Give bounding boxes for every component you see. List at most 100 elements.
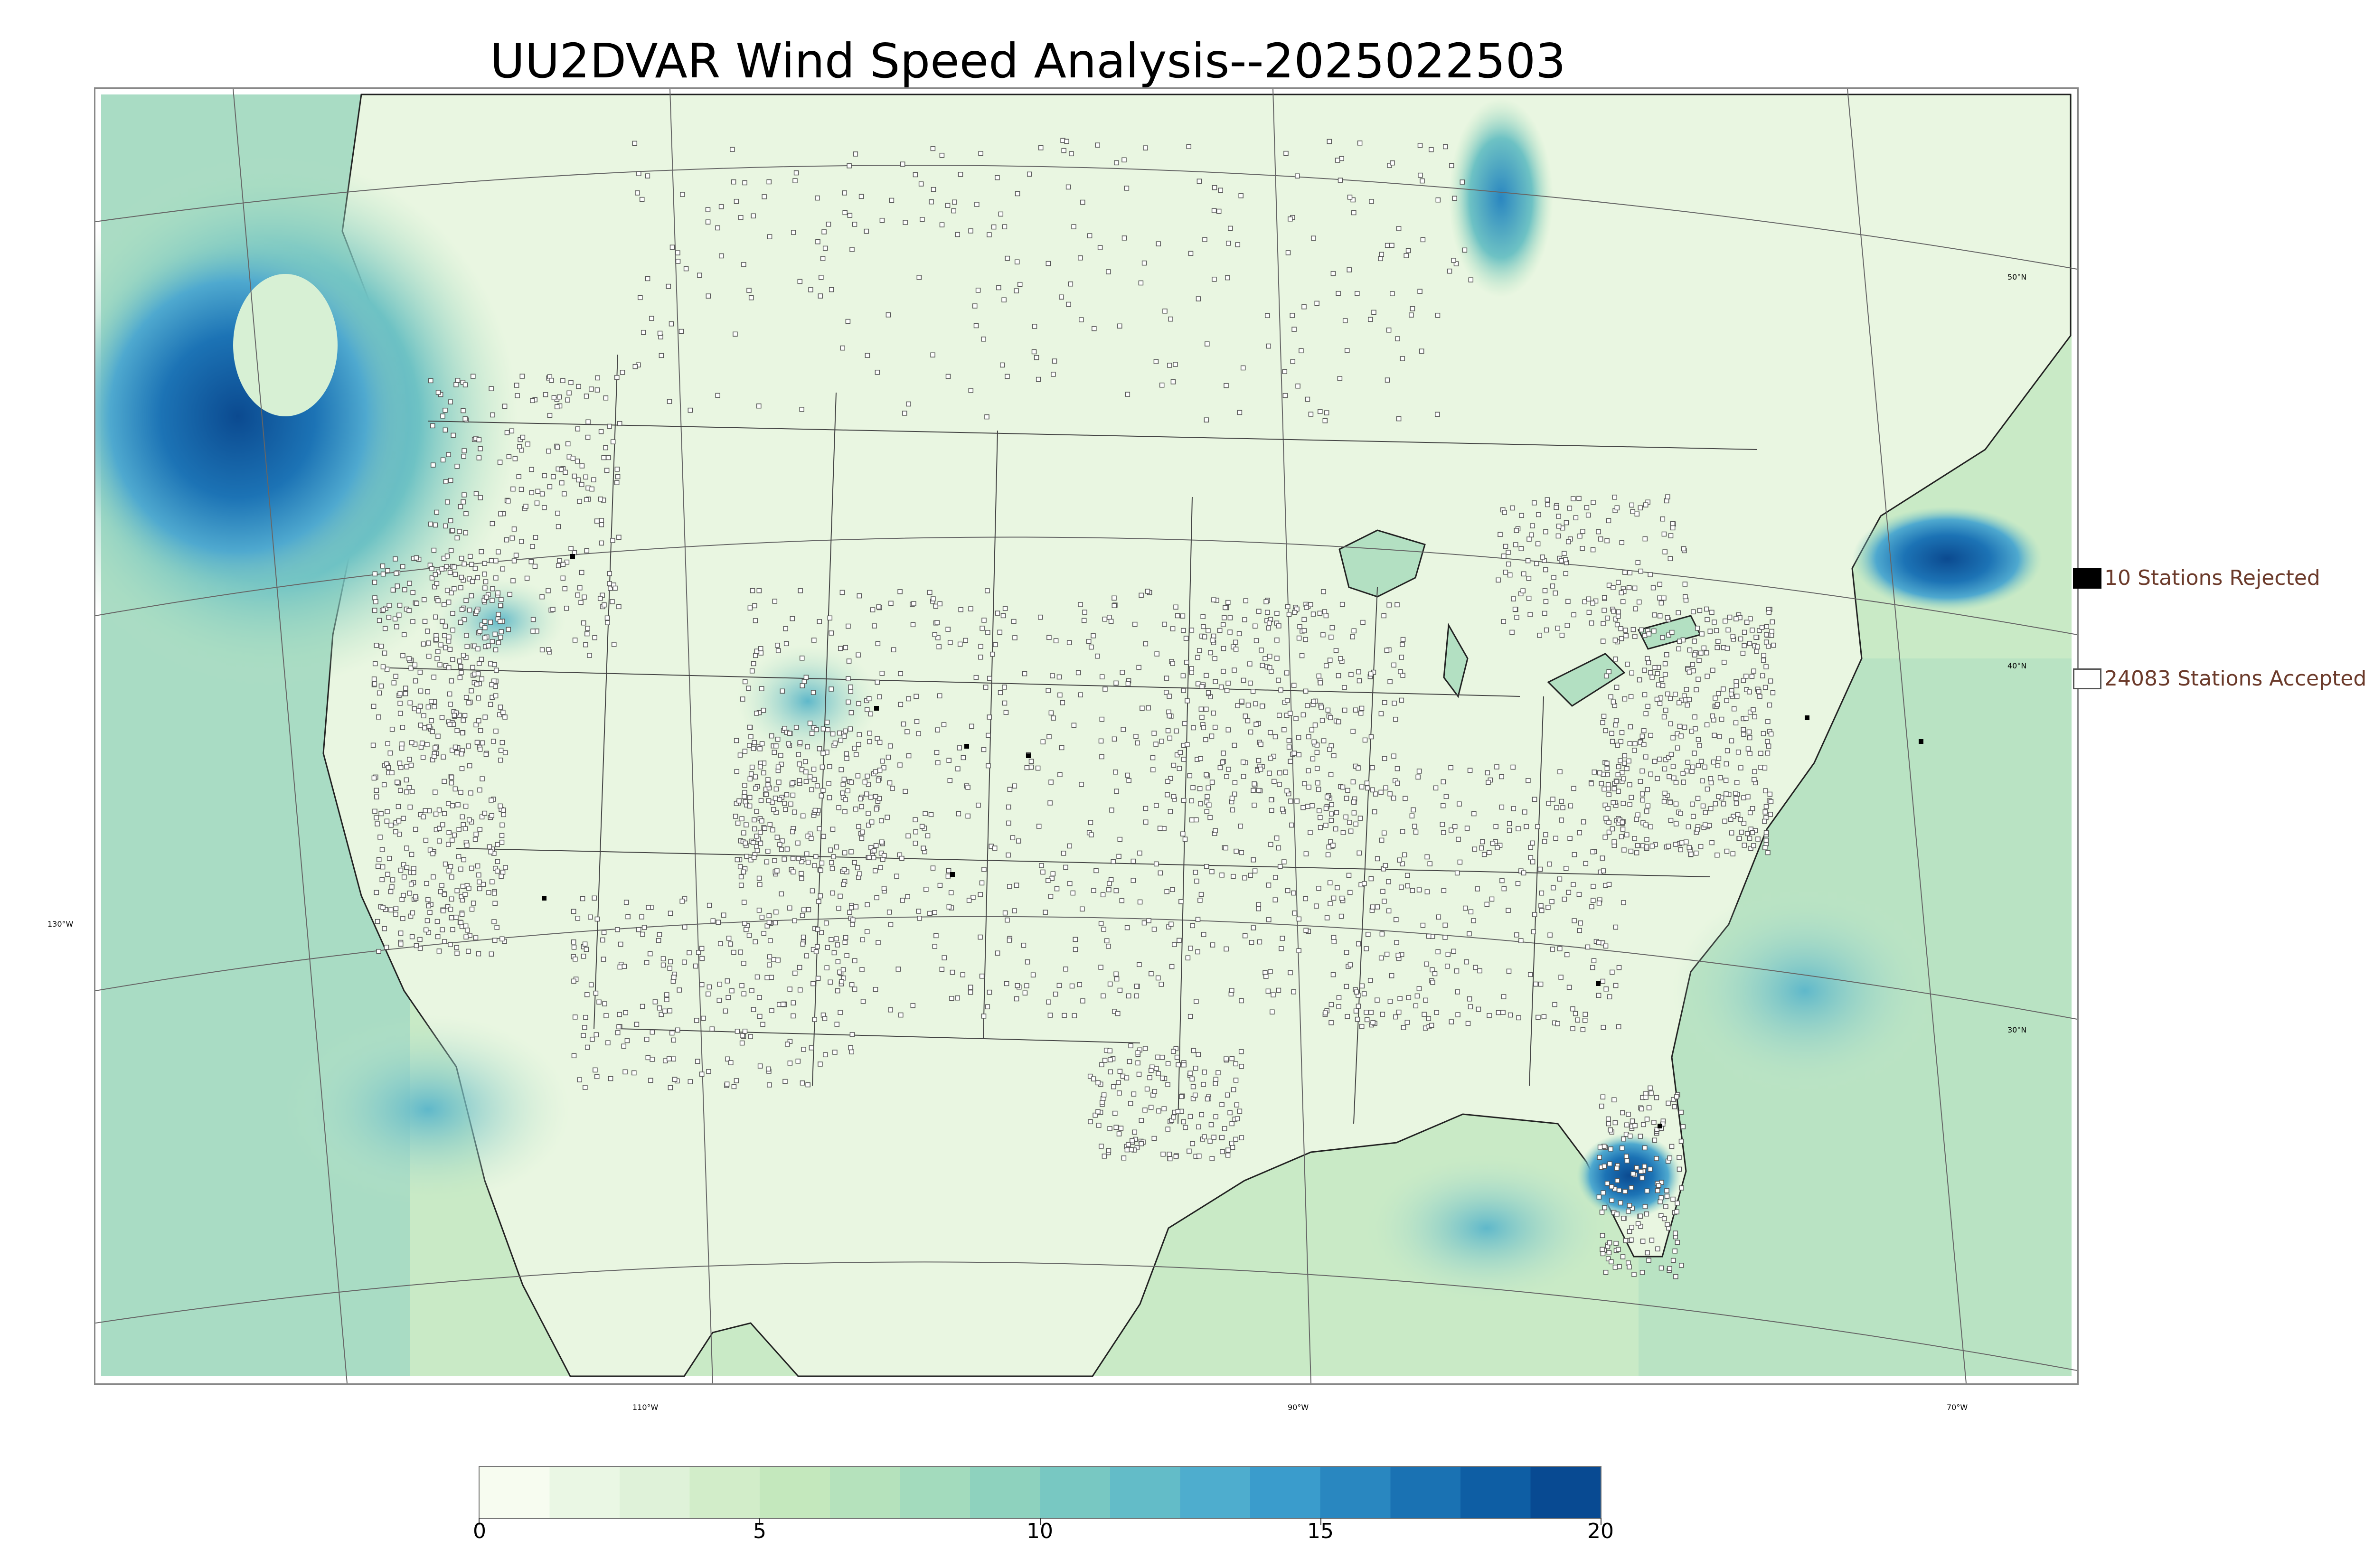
station-accepted-marker [819, 793, 824, 798]
station-accepted-marker [957, 641, 963, 647]
station-accepted-marker [1675, 1201, 1680, 1206]
station-accepted-marker [1612, 638, 1618, 643]
station-accepted-marker [1305, 396, 1310, 402]
station-accepted-marker [875, 641, 881, 647]
station-accepted-marker [1218, 684, 1224, 690]
station-accepted-marker [1607, 1161, 1612, 1166]
station-accepted-marker [1296, 916, 1302, 922]
station-accepted-marker [1681, 779, 1686, 785]
station-accepted-marker [840, 790, 845, 796]
station-accepted-marker [919, 824, 925, 829]
station-accepted-marker [378, 683, 384, 689]
station-accepted-marker [1634, 1165, 1639, 1170]
station-accepted-marker [1263, 599, 1269, 604]
station-accepted-marker [1054, 886, 1060, 892]
station-accepted-marker [505, 498, 511, 504]
station-accepted-marker [1389, 973, 1394, 978]
station-accepted-marker [728, 1060, 734, 1065]
station-accepted-marker [376, 948, 381, 954]
station-accepted-marker [1644, 1117, 1650, 1122]
station-accepted-marker [812, 1017, 817, 1022]
station-accepted-marker [371, 676, 377, 682]
station-accepted-marker [1542, 610, 1547, 616]
station-accepted-marker [718, 941, 723, 947]
station-accepted-marker [1227, 1110, 1233, 1116]
station-accepted-marker [754, 808, 759, 814]
station-accepted-marker [442, 779, 447, 784]
station-accepted-marker [1434, 1010, 1439, 1015]
station-accepted-marker [790, 792, 796, 798]
station-accepted-marker [459, 574, 464, 580]
station-accepted-marker [1435, 949, 1441, 955]
lat-label-30n: 30°N [2007, 1025, 2027, 1034]
station-accepted-marker [1452, 824, 1458, 829]
station-accepted-marker [1532, 500, 1537, 506]
station-accepted-marker [1698, 650, 1704, 656]
station-accepted-marker [396, 612, 402, 618]
station-accepted-marker [462, 382, 468, 387]
colorbar-tickmark [479, 1518, 480, 1525]
station-accepted-marker [823, 1052, 828, 1058]
station-accepted-marker [401, 874, 407, 880]
station-accepted-marker [1119, 898, 1125, 903]
station-accepted-marker [819, 275, 824, 280]
station-accepted-marker [1682, 582, 1688, 587]
station-accepted-marker [1562, 896, 1567, 902]
station-accepted-marker [1673, 780, 1679, 785]
station-accepted-marker [1256, 788, 1262, 793]
station-accepted-marker [1167, 694, 1172, 699]
station-accepted-marker [421, 641, 426, 647]
station-accepted-marker [441, 602, 447, 607]
station-accepted-marker [396, 804, 401, 809]
station-accepted-marker [406, 785, 412, 790]
station-accepted-marker [1077, 982, 1082, 987]
station-accepted-marker [407, 581, 412, 586]
station-accepted-marker [1221, 751, 1226, 756]
station-accepted-marker [617, 1012, 622, 1017]
station-accepted-marker [1286, 738, 1292, 743]
station-accepted-marker [733, 331, 738, 337]
station-accepted-marker [828, 847, 833, 853]
station-accepted-marker [511, 526, 517, 532]
station-accepted-marker [1331, 895, 1337, 901]
station-accepted-marker [1683, 594, 1688, 600]
station-accepted-marker [1396, 416, 1402, 422]
station-accepted-marker [446, 638, 452, 644]
station-accepted-marker [1369, 199, 1374, 204]
station-accepted-marker [843, 797, 848, 802]
station-accepted-marker [667, 966, 673, 971]
station-accepted-marker [1606, 669, 1611, 675]
station-accepted-marker [1464, 826, 1470, 831]
station-accepted-marker [751, 855, 757, 860]
station-accepted-marker [571, 939, 576, 945]
station-accepted-marker [445, 499, 450, 505]
station-accepted-marker [1014, 259, 1020, 264]
station-accepted-marker [1321, 738, 1327, 743]
station-accepted-marker [1224, 688, 1230, 693]
station-accepted-marker [1059, 745, 1065, 751]
station-accepted-marker [1509, 629, 1515, 635]
station-accepted-marker [1108, 619, 1114, 624]
station-accepted-marker [840, 345, 845, 351]
station-accepted-marker [1220, 622, 1226, 628]
station-accepted-marker [461, 499, 466, 505]
station-accepted-marker [1095, 653, 1100, 659]
station-accepted-marker [1196, 1124, 1201, 1130]
station-accepted-marker [874, 806, 879, 812]
station-accepted-marker [1563, 557, 1568, 563]
station-accepted-marker [1551, 575, 1556, 580]
station-accepted-marker [1229, 1121, 1234, 1127]
station-accepted-marker [1612, 1120, 1618, 1126]
station-accepted-marker [1382, 700, 1387, 705]
station-accepted-marker [981, 618, 987, 623]
station-accepted-marker [601, 957, 606, 962]
station-accepted-marker [1678, 733, 1684, 739]
station-accepted-marker [1184, 659, 1189, 665]
station-accepted-marker [1706, 823, 1712, 828]
station-accepted-marker [446, 868, 452, 873]
station-accepted-marker [1185, 955, 1191, 961]
station-accepted-marker [923, 811, 928, 816]
station-accepted-marker [1151, 927, 1157, 932]
station-accepted-marker [1586, 610, 1592, 615]
station-accepted-marker [1526, 595, 1532, 601]
